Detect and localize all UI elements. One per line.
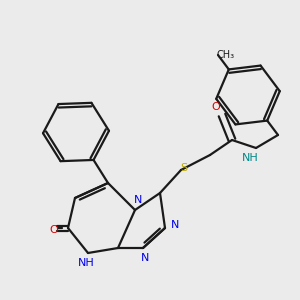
Text: S: S <box>180 163 188 173</box>
Text: CH₃: CH₃ <box>217 50 235 60</box>
Text: NH: NH <box>78 258 94 268</box>
Text: N: N <box>141 253 149 263</box>
Text: O: O <box>50 225 58 235</box>
Text: O: O <box>212 102 220 112</box>
Text: N: N <box>171 220 179 230</box>
Text: N: N <box>134 195 142 205</box>
Text: NH: NH <box>242 153 258 163</box>
